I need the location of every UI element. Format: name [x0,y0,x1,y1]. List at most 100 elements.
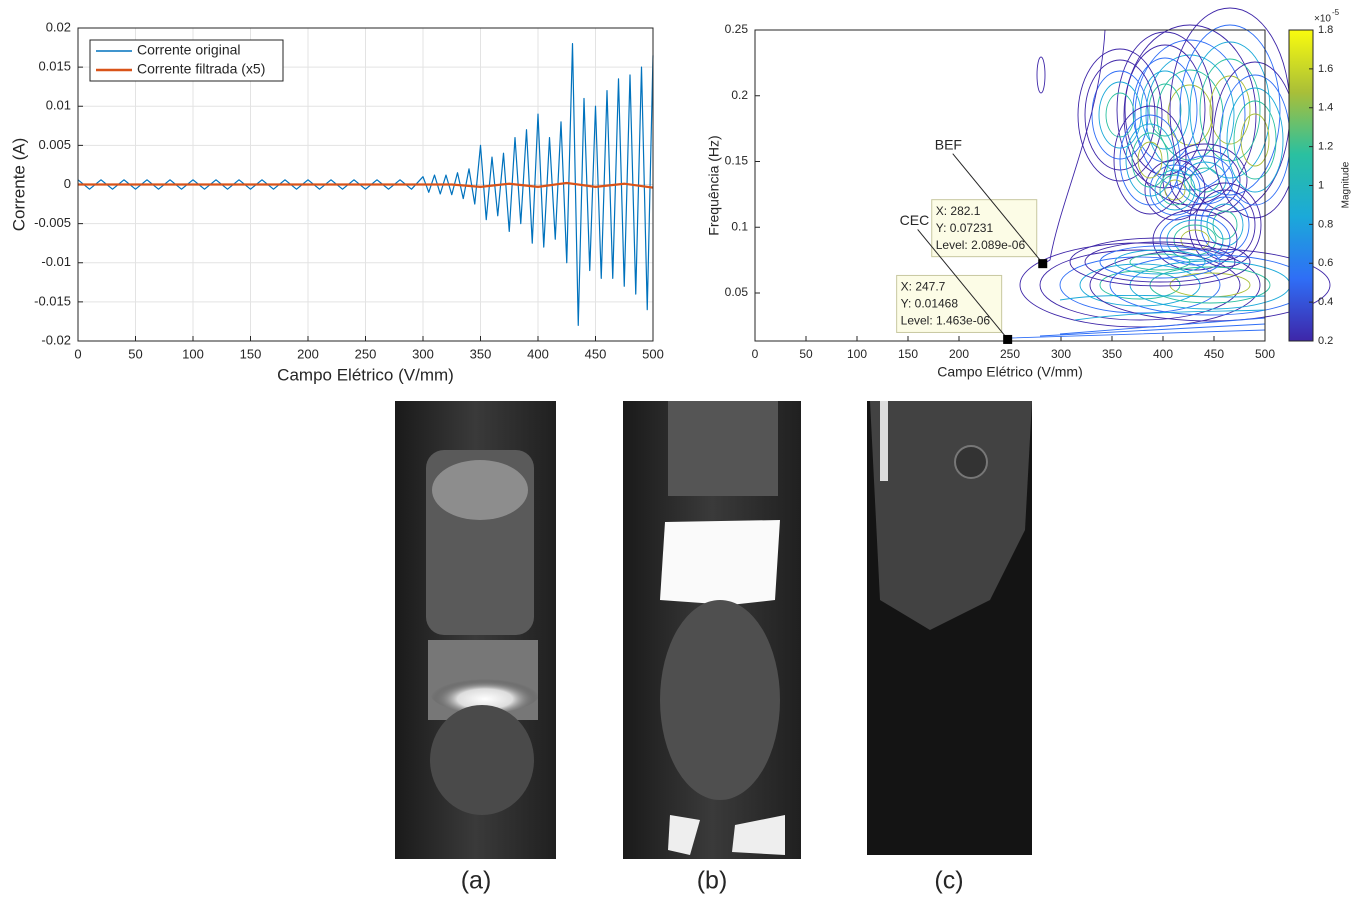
y-tick-label: 0.01 [46,98,71,113]
y-tick-label: 0.1 [731,219,748,233]
x-tick-label: 500 [642,346,664,361]
y-tick-label: 0.25 [725,22,749,36]
contour-line [1044,29,1106,264]
x-tick-label: 0 [74,346,81,361]
colorbar-tick-label: 0.6 [1318,257,1333,269]
x-tick-label: 500 [1255,347,1275,361]
datatip-marker [1038,259,1048,269]
contour-line [1188,182,1262,268]
y-tick-label: -0.015 [34,293,71,308]
datatip-y: Y: 0.01468 [901,297,959,311]
contour-line [1199,58,1261,162]
x-tick-label: 300 [1051,347,1071,361]
colorbar-tick-label: 1.8 [1318,24,1333,36]
datatip-box [896,274,1003,333]
x-tick-label: 0 [752,347,759,361]
datatip-y: Y: 0.07231 [936,221,994,235]
y-tick-label: 0.05 [725,285,749,299]
colorbar-tick-label: 0.4 [1318,296,1333,308]
contour-line [1164,179,1186,201]
contour-line [1180,229,1210,251]
x-tick-label: 350 [1102,347,1122,361]
caption: (b) [697,867,728,895]
colorbar-tick-label: 0.8 [1318,218,1333,230]
x-tick-label: 400 [1153,347,1173,361]
x-tick-label: 300 [412,346,434,361]
photo-c [867,401,1032,855]
colorbar-tick-label: 0.2 [1318,335,1333,347]
y-tick-label: 0 [64,176,71,191]
y-tick-label: 0.2 [731,88,748,102]
x-tick-label: 200 [297,346,319,361]
x-tick-label: 350 [470,346,492,361]
y-tick-label: -0.01 [41,254,71,269]
legend-label: Corrente filtrada (x5) [137,61,265,77]
y-tick-label: 0.15 [725,154,749,168]
photo-a [395,401,556,859]
x-axis-label: Campo Elétrico (V/mm) [937,364,1082,380]
datatip-x: X: 247.7 [901,280,946,294]
y-tick-label: -0.02 [41,332,71,347]
colorbar-tick-label: 1 [1318,179,1324,191]
datatip-marker [1003,334,1013,344]
contour-line [1209,75,1251,145]
datatip-x: X: 282.1 [936,204,981,218]
series-line [78,181,654,189]
colorbar-tick-label: 1.6 [1318,63,1333,75]
contour-line [1009,317,1266,339]
colorbar-tick-label: 1.2 [1318,141,1333,153]
contour-line [1206,203,1244,247]
annotation-arrow [917,229,1006,336]
x-tick-label: 400 [527,346,549,361]
y-tick-label: 0.02 [46,19,71,34]
photo-b [623,401,801,859]
annotation-label: CEC [900,212,930,228]
legend-label: Corrente original [137,42,241,58]
contour-line [1069,237,1251,287]
contour-line [1233,100,1277,180]
contour-line [1084,59,1156,171]
contour-line [1129,253,1191,271]
contour-line [1077,48,1163,182]
datatip-box [931,199,1038,258]
contour-line [1125,123,1175,197]
x-tick-label: 50 [128,346,142,361]
contour-line [1059,294,1266,321]
contour-line [1149,164,1201,216]
axes-box [77,27,654,342]
x-tick-label: 100 [182,346,204,361]
x-tick-label: 250 [1000,347,1020,361]
contour-line [1154,169,1196,211]
x-tick-label: 200 [949,347,969,361]
contour-line [1149,266,1271,304]
contour-line [1114,249,1206,275]
contour-line [1039,249,1241,321]
x-tick-label: 150 [898,347,918,361]
annotation-label: BEF [935,136,962,152]
contour-line [1148,83,1182,137]
x-tick-label: 450 [1204,347,1224,361]
x-tick-label: 50 [799,347,813,361]
x-tick-label: 250 [355,346,377,361]
contour-line [1137,141,1163,179]
colorbar-base: ×10 [1314,14,1331,25]
x-axis-label: Campo Elétrico (V/mm) [277,365,454,384]
caption: (a) [461,867,492,895]
contour-line [1119,114,1181,206]
contour-line [1113,105,1187,215]
contour-line [1084,241,1236,283]
datatip-level: Level: 1.463e-06 [901,314,991,328]
y-axis-label: Corrente (A) [9,138,28,232]
contour-line [1179,24,1281,196]
contour-line [1167,84,1213,146]
contour-line [1098,81,1142,149]
x-tick-label: 450 [585,346,607,361]
contour-line [1226,87,1284,193]
y-axis-label: Frequência (Hz) [706,135,722,235]
legend-box [89,39,284,82]
contour-line [1059,256,1221,314]
datatip-level: Level: 2.089e-06 [936,238,1026,252]
colorbar-label: Magnitude [1341,161,1352,208]
contour-line [1089,248,1331,322]
